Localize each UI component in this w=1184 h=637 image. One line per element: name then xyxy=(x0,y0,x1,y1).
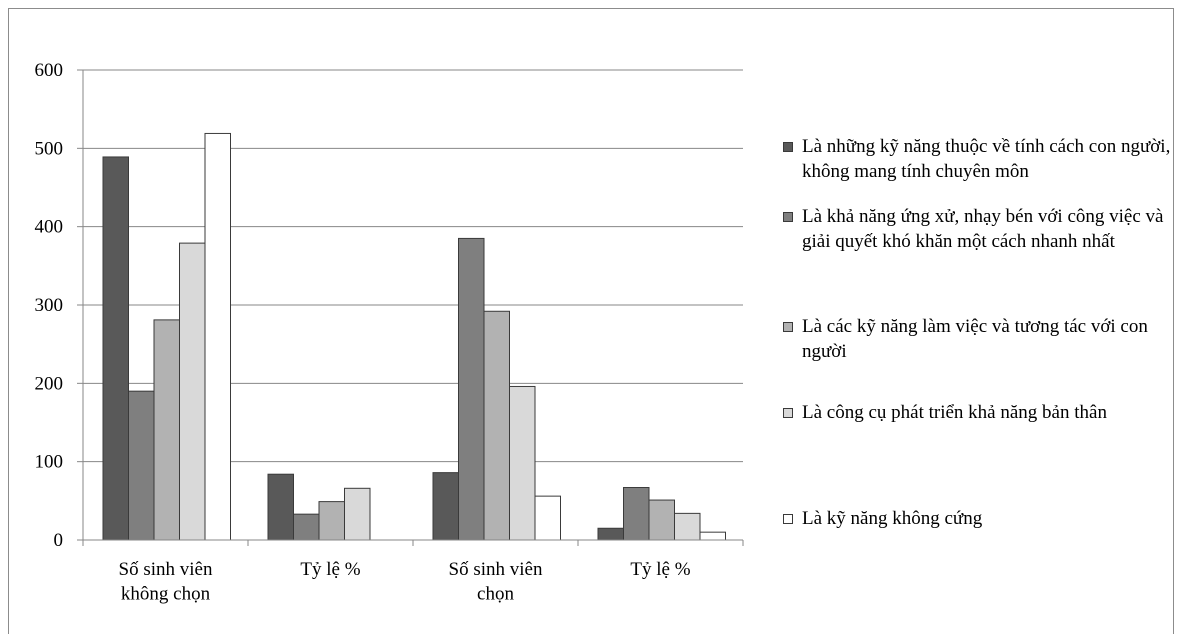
y-tick-label: 300 xyxy=(35,295,64,316)
legend-swatch xyxy=(783,142,793,152)
bar xyxy=(597,527,624,541)
x-category-label: Tỷ lệ % xyxy=(300,559,360,580)
bar xyxy=(204,132,231,541)
legend-label: Là những kỹ năng thuộc về tính cách con … xyxy=(802,136,1171,182)
bar xyxy=(179,242,206,541)
x-category-label: Tỷ lệ % xyxy=(630,559,690,580)
bar xyxy=(293,513,320,541)
bar xyxy=(674,512,701,541)
legend-label: Là kỹ năng không cứng xyxy=(802,508,983,529)
bar xyxy=(128,390,155,541)
y-tick-label: 100 xyxy=(35,452,64,473)
legend-swatch xyxy=(783,212,793,222)
chart-frame xyxy=(8,8,1174,634)
legend-item: Là kỹ năng không cứng xyxy=(783,506,1178,531)
legend-label: Là công cụ phát triển khả năng bản thân xyxy=(802,402,1107,423)
y-axis-ticks: 0 100 200 300 400 500 600 xyxy=(35,60,83,551)
x-category-label: Số sinh viên không chọn xyxy=(119,559,213,605)
y-tick-label: 600 xyxy=(35,60,64,81)
axes xyxy=(82,70,744,546)
legend-label: Là khả năng ứng xử, nhạy bén với công vi… xyxy=(802,206,1164,252)
legend-item: Là khả năng ứng xử, nhạy bén với công vi… xyxy=(783,204,1178,254)
bar xyxy=(458,237,485,541)
bar xyxy=(267,473,294,541)
legend-swatch xyxy=(783,514,793,524)
bar xyxy=(699,531,726,541)
legend-item: Là những kỹ năng thuộc về tính cách con … xyxy=(783,134,1178,184)
legend-label: Là các kỹ năng làm việc và tương tác với… xyxy=(802,316,1148,362)
bar xyxy=(623,487,650,541)
y-tick-label: 500 xyxy=(35,138,64,159)
bar xyxy=(318,501,345,541)
bar xyxy=(534,495,561,541)
bar xyxy=(344,487,371,541)
y-tick-label: 200 xyxy=(35,373,64,394)
bar xyxy=(648,499,675,541)
bar xyxy=(483,310,510,541)
bar xyxy=(153,319,180,541)
legend-item: Là công cụ phát triển khả năng bản thân xyxy=(783,400,1178,425)
bar xyxy=(432,472,459,541)
x-axis-labels: Số sinh viên không chọn Tỷ lệ % Số sinh viê… xyxy=(119,559,691,605)
legend-swatch xyxy=(783,322,793,332)
bar xyxy=(509,385,536,541)
x-category-label: Số sinh viên chọn xyxy=(449,559,543,605)
y-tick-label: 0 xyxy=(54,530,64,551)
y-tick-label: 400 xyxy=(35,217,64,238)
legend-swatch xyxy=(783,408,793,418)
bar xyxy=(102,156,129,541)
bars xyxy=(102,132,726,541)
legend-item: Là các kỹ năng làm việc và tương tác với… xyxy=(783,314,1178,364)
